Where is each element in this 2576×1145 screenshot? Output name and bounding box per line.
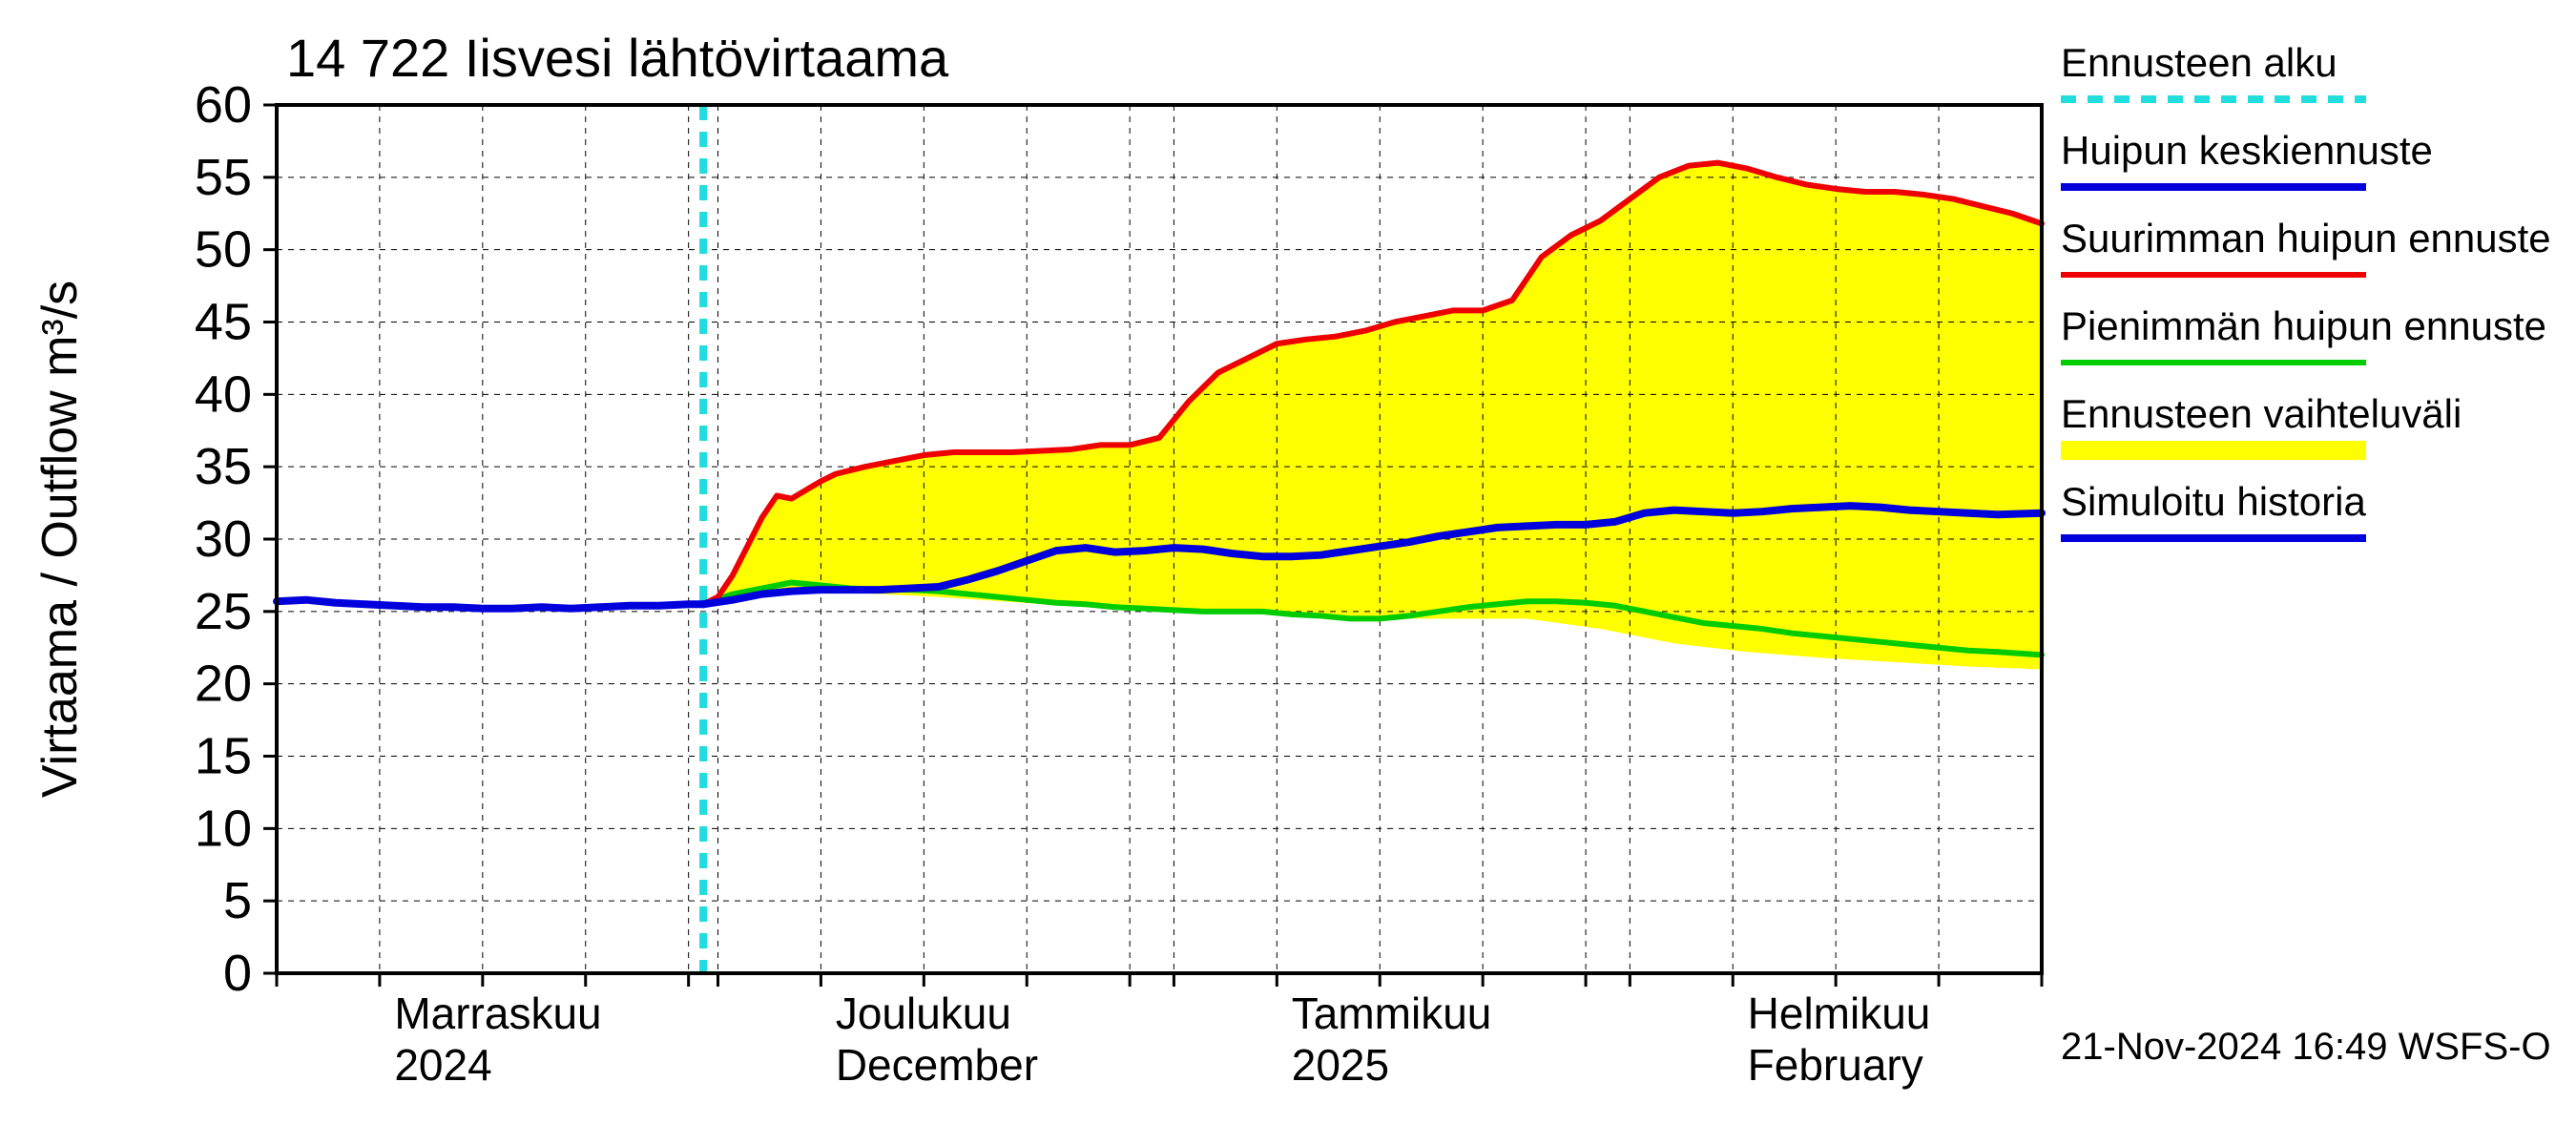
svg-text:45: 45: [195, 294, 252, 351]
chart-svg: 051015202530354045505560Marraskuu2024Jou…: [0, 0, 2576, 1145]
svg-text:10: 10: [195, 800, 252, 857]
svg-text:5: 5: [223, 872, 252, 929]
svg-text:20: 20: [195, 656, 252, 713]
svg-text:35: 35: [195, 438, 252, 495]
svg-text:Marraskuu: Marraskuu: [394, 989, 601, 1038]
svg-text:2025: 2025: [1292, 1040, 1389, 1090]
legend-label-mean: Huipun keskiennuste: [2061, 128, 2433, 173]
svg-text:February: February: [1748, 1040, 1923, 1090]
legend-label-max: Suurimman huipun ennuste: [2061, 216, 2551, 260]
svg-text:60: 60: [195, 76, 252, 134]
svg-text:December: December: [836, 1040, 1038, 1090]
svg-text:15: 15: [195, 728, 252, 785]
svg-text:50: 50: [195, 221, 252, 279]
svg-text:30: 30: [195, 510, 252, 568]
svg-text:Helmikuu: Helmikuu: [1748, 989, 1931, 1038]
legend-label-min: Pienimmän huipun ennuste: [2061, 303, 2546, 348]
legend-label-history: Simuloitu historia: [2061, 479, 2366, 524]
svg-text:Joulukuu: Joulukuu: [836, 989, 1011, 1038]
svg-text:2024: 2024: [394, 1040, 491, 1090]
legend-label-band: Ennusteen vaihteluväli: [2061, 391, 2462, 436]
chart-container: 051015202530354045505560Marraskuu2024Jou…: [0, 0, 2576, 1145]
svg-text:40: 40: [195, 365, 252, 423]
svg-text:55: 55: [195, 149, 252, 206]
y-axis-label: Virtaama / Outflow m³/s: [32, 281, 88, 798]
chart-footer: 21-Nov-2024 16:49 WSFS-O: [2061, 1026, 2551, 1068]
chart-title: 14 722 Iisvesi lähtövirtaama: [286, 28, 949, 88]
svg-text:Tammikuu: Tammikuu: [1292, 989, 1492, 1038]
svg-text:25: 25: [195, 583, 252, 640]
svg-text:0: 0: [223, 945, 252, 1002]
legend-label-forecast_start: Ennusteen alku: [2061, 40, 2337, 85]
